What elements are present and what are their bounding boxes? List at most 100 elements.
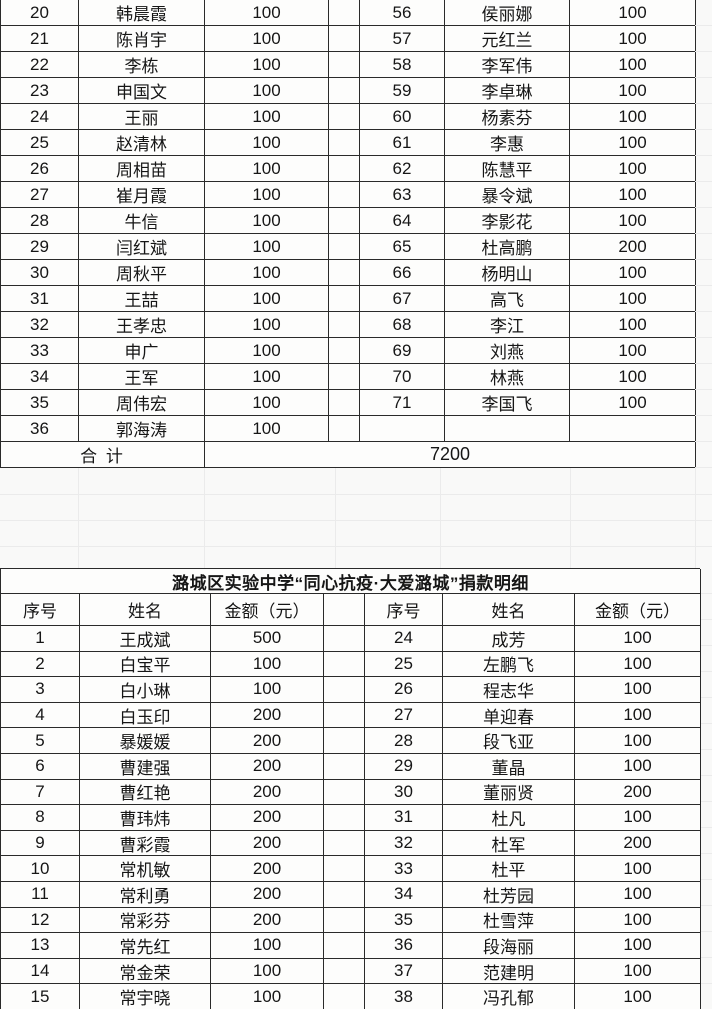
gap-cell [329, 260, 360, 286]
serial-cell: 59 [360, 78, 445, 104]
amount-cell: 100 [205, 26, 329, 52]
amount-cell: 100 [205, 234, 329, 260]
serial-cell: 71 [360, 390, 445, 416]
gap-cell [329, 364, 360, 390]
name-cell: 曹建强 [80, 753, 211, 780]
amount-cell: 100 [575, 958, 701, 985]
gap-cell [329, 312, 360, 338]
amount-cell: 100 [575, 933, 701, 959]
name-cell: 杨明山 [445, 260, 570, 286]
amount-cell: 100 [575, 626, 701, 652]
serial-cell: 58 [360, 52, 445, 78]
name-cell: 高飞 [445, 286, 570, 312]
faint-grid-line [570, 468, 571, 568]
gap-cell [324, 984, 365, 1009]
column-header: 序号 [365, 594, 443, 626]
amount-cell: 100 [570, 182, 696, 208]
name-cell: 刘燕 [445, 338, 570, 364]
amount-cell: 100 [211, 984, 324, 1009]
amount-cell: 100 [570, 286, 696, 312]
column-header: 金额（元） [211, 594, 324, 626]
amount-cell: 100 [570, 52, 696, 78]
serial-cell: 26 [1, 156, 79, 182]
name-cell: 王丽 [79, 104, 205, 130]
name-cell: 林燕 [445, 364, 570, 390]
amount-cell: 100 [211, 958, 324, 985]
amount-cell: 100 [575, 856, 701, 882]
gap-cell [324, 753, 365, 780]
amount-cell: 100 [575, 651, 701, 678]
amount-cell: 100 [575, 728, 701, 754]
amount-cell: 100 [575, 677, 701, 703]
amount-cell: 100 [205, 182, 329, 208]
serial-cell: 35 [365, 907, 443, 934]
name-cell: 李国飞 [445, 390, 570, 416]
amount-cell: 100 [575, 881, 701, 908]
name-cell: 成芳 [443, 626, 575, 652]
name-cell: 董晶 [443, 753, 575, 780]
gap-cell [324, 651, 365, 678]
gap-cell [329, 0, 360, 26]
name-cell: 冯孔郁 [443, 984, 575, 1009]
serial-cell: 30 [1, 260, 79, 286]
name-cell: 曹红艳 [80, 779, 211, 806]
amount-cell: 100 [570, 260, 696, 286]
name-cell: 杜平 [443, 856, 575, 882]
amount-cell: 100 [211, 651, 324, 678]
amount-cell: 200 [570, 234, 696, 260]
column-header: 序号 [1, 594, 80, 626]
gap-cell [324, 779, 365, 806]
name-cell: 郭海涛 [79, 416, 205, 442]
amount-cell [570, 416, 696, 442]
name-cell: 常彩芬 [80, 907, 211, 934]
gap-cell [329, 156, 360, 182]
donation-table-continued: 20 韩晨霞 100 56 侯丽娜 100 21 陈肖宇 100 57 元红兰 100 22 李栋 100 5… [0, 0, 696, 468]
gap-cell [324, 958, 365, 985]
gap-cell [324, 805, 365, 831]
serial-cell: 69 [360, 338, 445, 364]
gap-cell [329, 52, 360, 78]
column-header: 金额（元） [575, 594, 701, 626]
amount-cell: 100 [205, 130, 329, 156]
serial-cell: 61 [360, 130, 445, 156]
name-cell: 程志华 [443, 677, 575, 703]
amount-cell: 100 [575, 753, 701, 780]
name-cell: 李卓琳 [445, 78, 570, 104]
gap-cell [329, 234, 360, 260]
serial-cell: 4 [1, 702, 80, 729]
name-cell: 白玉印 [80, 702, 211, 729]
amount-cell: 200 [211, 907, 324, 934]
name-cell: 常先红 [80, 933, 211, 959]
gap-cell [324, 626, 365, 652]
serial-cell: 28 [1, 208, 79, 234]
serial-cell: 33 [1, 338, 79, 364]
name-cell: 曹玮炜 [80, 805, 211, 831]
faint-grid-line [78, 468, 79, 568]
amount-cell: 100 [570, 130, 696, 156]
serial-cell: 5 [1, 728, 80, 754]
name-cell: 左鹏飞 [443, 651, 575, 678]
serial-cell: 32 [365, 830, 443, 857]
name-cell: 赵清林 [79, 130, 205, 156]
gap-cell [329, 416, 360, 442]
serial-cell: 37 [365, 958, 443, 985]
serial-cell: 13 [1, 933, 80, 959]
name-cell: 李栋 [79, 52, 205, 78]
amount-cell: 100 [205, 104, 329, 130]
name-cell: 杜芳园 [443, 881, 575, 908]
serial-cell: 62 [360, 156, 445, 182]
name-cell: 王孝忠 [79, 312, 205, 338]
serial-cell: 36 [1, 416, 79, 442]
gap-cell [329, 390, 360, 416]
name-cell: 暴媛媛 [80, 728, 211, 754]
serial-cell: 38 [365, 984, 443, 1009]
amount-cell: 100 [211, 677, 324, 703]
name-cell: 暴令斌 [445, 182, 570, 208]
name-cell: 杨素芬 [445, 104, 570, 130]
donation-table-main: 潞城区实验中学“同心抗疫·大爱潞城”捐款明细 序号 姓名 金额（元） 序号 姓名 金额（元）… [0, 568, 701, 1009]
name-cell: 周秋平 [79, 260, 205, 286]
serial-cell: 29 [365, 753, 443, 780]
serial-cell: 31 [1, 286, 79, 312]
total-label-cell: 合 计 [1, 442, 205, 468]
